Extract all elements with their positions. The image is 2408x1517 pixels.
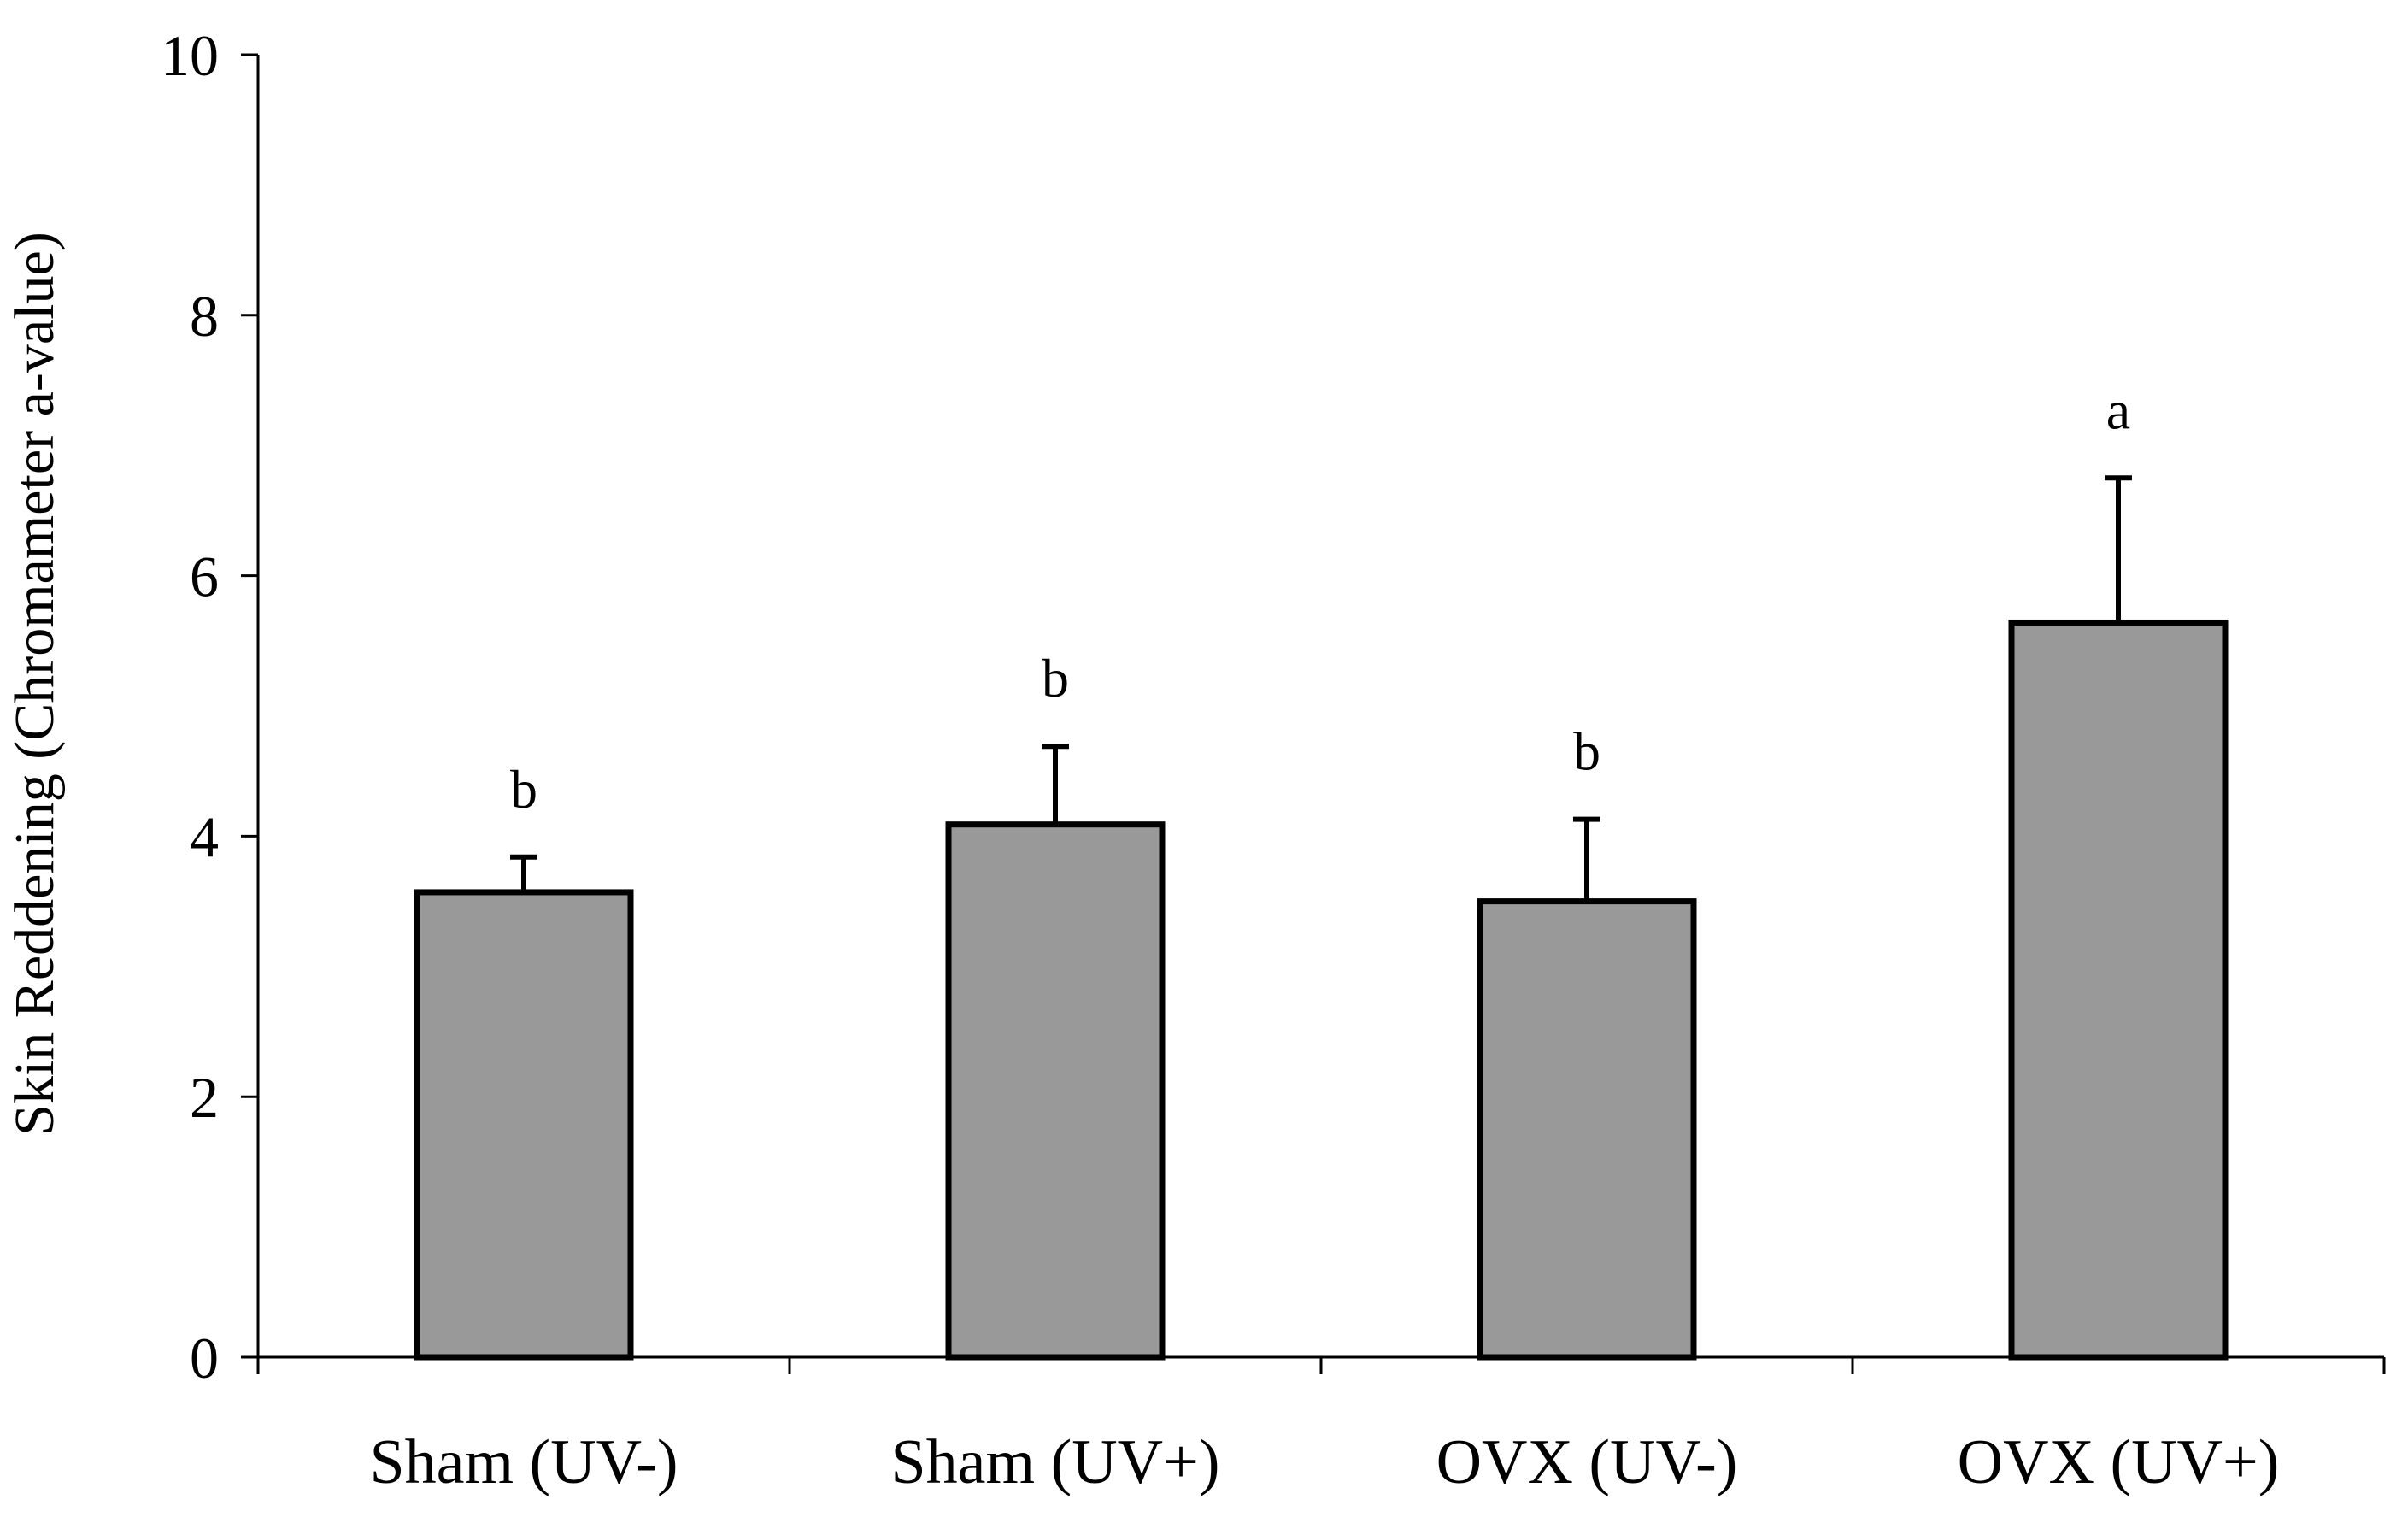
bar-1 [414, 889, 634, 1361]
x-axis: Sham (UV-) Sham (UV+) OVX (UV-) OVX (UV+) [256, 1355, 2386, 1497]
y-tick-label: 8 [190, 284, 219, 349]
bar-3 [1477, 898, 1697, 1361]
x-category-label: OVX (UV-) [1436, 1427, 1738, 1497]
y-axis-label: Skin Reddening (Chromameter a-value) [3, 232, 66, 1136]
y-tick-label: 4 [190, 804, 219, 869]
bar-2 [945, 821, 1166, 1361]
error-bars [510, 475, 2132, 902]
significance-letter: b [510, 759, 537, 820]
significance-labels: b b b a [510, 379, 2130, 819]
y-tick-label: 2 [190, 1065, 219, 1130]
significance-letter: a [2106, 379, 2130, 440]
y-axis: 0 2 4 6 8 10 [161, 23, 260, 1391]
significance-letter: b [1573, 721, 1600, 782]
x-category-label: Sham (UV+) [891, 1427, 1220, 1497]
x-category-label: OVX (UV+) [1958, 1427, 2280, 1497]
x-category-label: Sham (UV-) [369, 1427, 678, 1497]
significance-letter: b [1042, 648, 1069, 709]
bars [414, 619, 2229, 1361]
y-tick-label: 0 [190, 1326, 219, 1391]
y-tick-label: 10 [161, 23, 219, 88]
y-tick-label: 6 [190, 544, 219, 609]
bar-4 [2008, 619, 2229, 1361]
